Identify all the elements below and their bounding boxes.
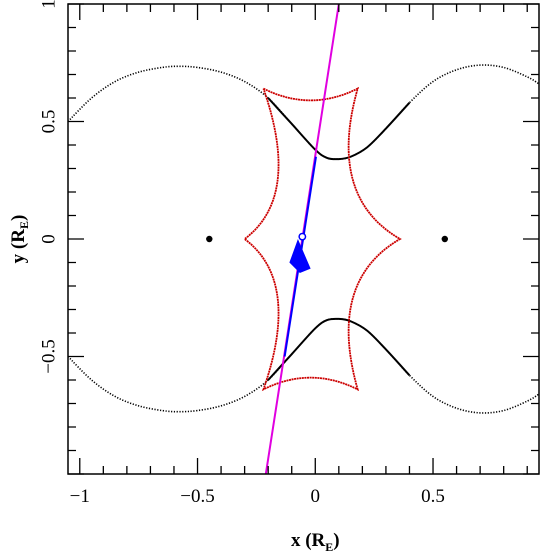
x-tick-label: −1	[70, 486, 90, 507]
y-axis-label: y (RE)	[8, 215, 30, 264]
lens-point-1	[206, 235, 213, 243]
x-tick-label: 0	[311, 486, 321, 507]
ticks-layer	[68, 3, 539, 475]
critical-curve-upper	[267, 97, 411, 161]
x-axis-label-main: x (R	[291, 530, 326, 551]
x-axis-label: x (RE)	[291, 530, 340, 554]
y-tick-label: 0	[38, 234, 59, 244]
lens-point-2	[441, 235, 448, 243]
tick-labels-layer: −1 −0.5 0 0.5 −0.5 0 0.5 1	[38, 0, 445, 507]
y-axis-label-end: )	[8, 215, 29, 221]
x-tick-label: −0.5	[180, 486, 214, 507]
x-axis-label-end: )	[333, 530, 339, 551]
y-tick-label: 0.5	[38, 110, 59, 134]
y-tick-label: −0.5	[38, 339, 59, 373]
caustic-curve	[243, 86, 402, 392]
x-axis-label-subscript: E	[325, 540, 333, 554]
critical-curve-lower-dotted	[68, 317, 539, 414]
y-axis-label-subscript: E	[17, 221, 31, 229]
critical-curve-upper-dotted	[68, 64, 539, 161]
critical-curve-lower	[267, 317, 411, 381]
data-layer	[68, 4, 539, 474]
x-tick-label: 0.5	[421, 486, 445, 507]
direction-arrow	[289, 239, 311, 273]
y-tick-label: 1	[38, 0, 59, 9]
y-axis-label-main: y (R	[8, 229, 29, 264]
source-position-marker	[298, 232, 307, 241]
